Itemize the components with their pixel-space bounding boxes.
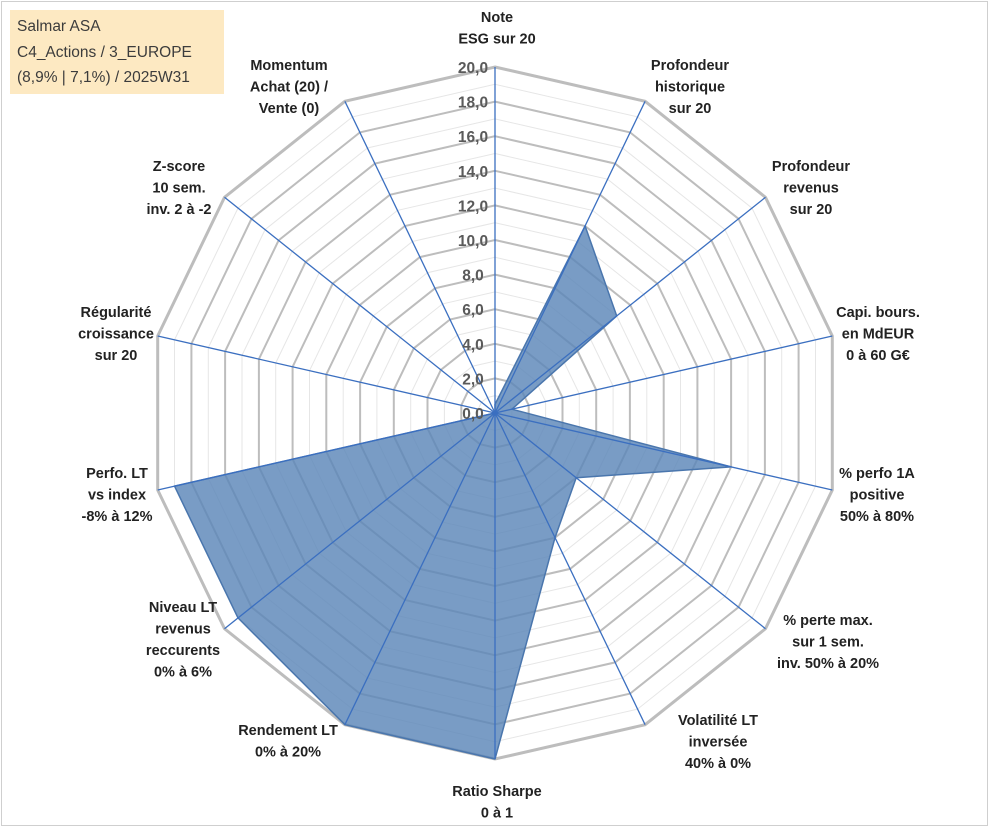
tick-label: 0,0 (462, 406, 484, 423)
axis-label-9: 0% à 6% (154, 665, 212, 681)
tick-label: 10,0 (458, 233, 488, 250)
axis-label-9: reccurents (146, 643, 220, 659)
spoke-12 (224, 196, 496, 414)
axis-label-7: Ratio Sharpe (452, 784, 541, 800)
axis-label-3: en MdEUR (842, 327, 915, 343)
spokes (157, 67, 833, 759)
axis-label-11: croissance (78, 327, 154, 343)
axis-label-6: inversée (689, 735, 748, 751)
axis-label-2: Profondeur (772, 159, 850, 175)
axis-labels: Note ESG sur 20 Profondeur historique sur 20… (78, 10, 920, 822)
tick-label: 6,0 (462, 302, 484, 319)
axis-label-5: inv. 50% à 20% (777, 656, 879, 672)
axis-label-5: sur 1 sem. (792, 635, 864, 651)
tick-label: 14,0 (458, 164, 488, 181)
spoke-2 (494, 196, 766, 414)
axis-label-5: % perte max. (783, 613, 872, 629)
axis-label-1: sur 20 (669, 101, 712, 117)
axis-label-4: % perfo 1A (839, 466, 915, 482)
axis-label-12: inv. 2 à -2 (146, 202, 211, 218)
axis-label-2: sur 20 (790, 202, 833, 218)
axis-label-12: Z-score (153, 159, 205, 175)
tick-label: 20,0 (458, 60, 488, 77)
tick-label: 16,0 (458, 129, 488, 146)
axis-label-3: Capi. bours. (836, 305, 920, 321)
axis-label-8: 0% à 20% (255, 745, 321, 761)
axis-label-0: ESG sur 20 (458, 32, 535, 48)
axis-label-13: Momentum (250, 58, 327, 74)
spoke-3 (494, 335, 833, 414)
axis-label-2: revenus (783, 181, 839, 197)
tick-labels: 0,0 2,0 4,0 6,0 8,0 10,0 12,0 14,0 16,0 18,0 20,0 (458, 60, 488, 423)
spoke-9 (224, 412, 496, 630)
axis-label-9: Niveau LT (149, 600, 217, 616)
axis-label-10: Perfo. LT (86, 466, 148, 482)
axis-label-13: Achat (20) / (250, 80, 328, 96)
axis-label-12: 10 sem. (152, 181, 205, 197)
info-stats: (8,9% | 7,1%) / 2025W31 (17, 69, 190, 86)
tick-label: 18,0 (458, 95, 488, 112)
axis-label-3: 0 à 60 G€ (846, 348, 910, 364)
spoke-5 (494, 412, 766, 630)
tick-label: 4,0 (462, 337, 484, 354)
axis-label-6: 40% à 0% (685, 756, 751, 772)
spoke-4 (494, 412, 833, 491)
axis-label-6: Volatilité LT (678, 713, 758, 729)
info-category: C4_Actions / 3_EUROPE (17, 43, 192, 61)
info-box: Salmar ASA C4_Actions / 3_EUROPE (8,9% |… (10, 10, 224, 94)
spoke-11 (157, 335, 496, 414)
axis-label-11: Régularité (81, 305, 152, 321)
tick-label: 8,0 (462, 268, 484, 285)
spoke-8 (344, 412, 496, 725)
axis-label-7: 0 à 1 (481, 806, 513, 822)
spoke-13 (344, 101, 496, 414)
axis-label-10: -8% à 12% (82, 509, 153, 525)
axis-label-1: historique (655, 80, 725, 96)
axis-label-4: 50% à 80% (840, 509, 914, 525)
axis-label-4: positive (850, 488, 905, 504)
spoke-6 (494, 412, 646, 725)
axis-label-8: Rendement LT (238, 723, 338, 739)
axis-label-10: vs index (88, 488, 146, 504)
axis-label-11: sur 20 (95, 348, 138, 364)
spoke-1 (494, 101, 646, 414)
axis-label-9: revenus (155, 622, 211, 638)
axis-label-13: Vente (0) (259, 101, 320, 117)
axis-label-1: Profondeur (651, 58, 729, 74)
info-company: Salmar ASA (17, 18, 101, 35)
tick-label: 2,0 (462, 371, 484, 388)
spoke-10 (157, 412, 496, 491)
tick-label: 12,0 (458, 198, 488, 215)
axis-label-0: Note (481, 10, 513, 26)
